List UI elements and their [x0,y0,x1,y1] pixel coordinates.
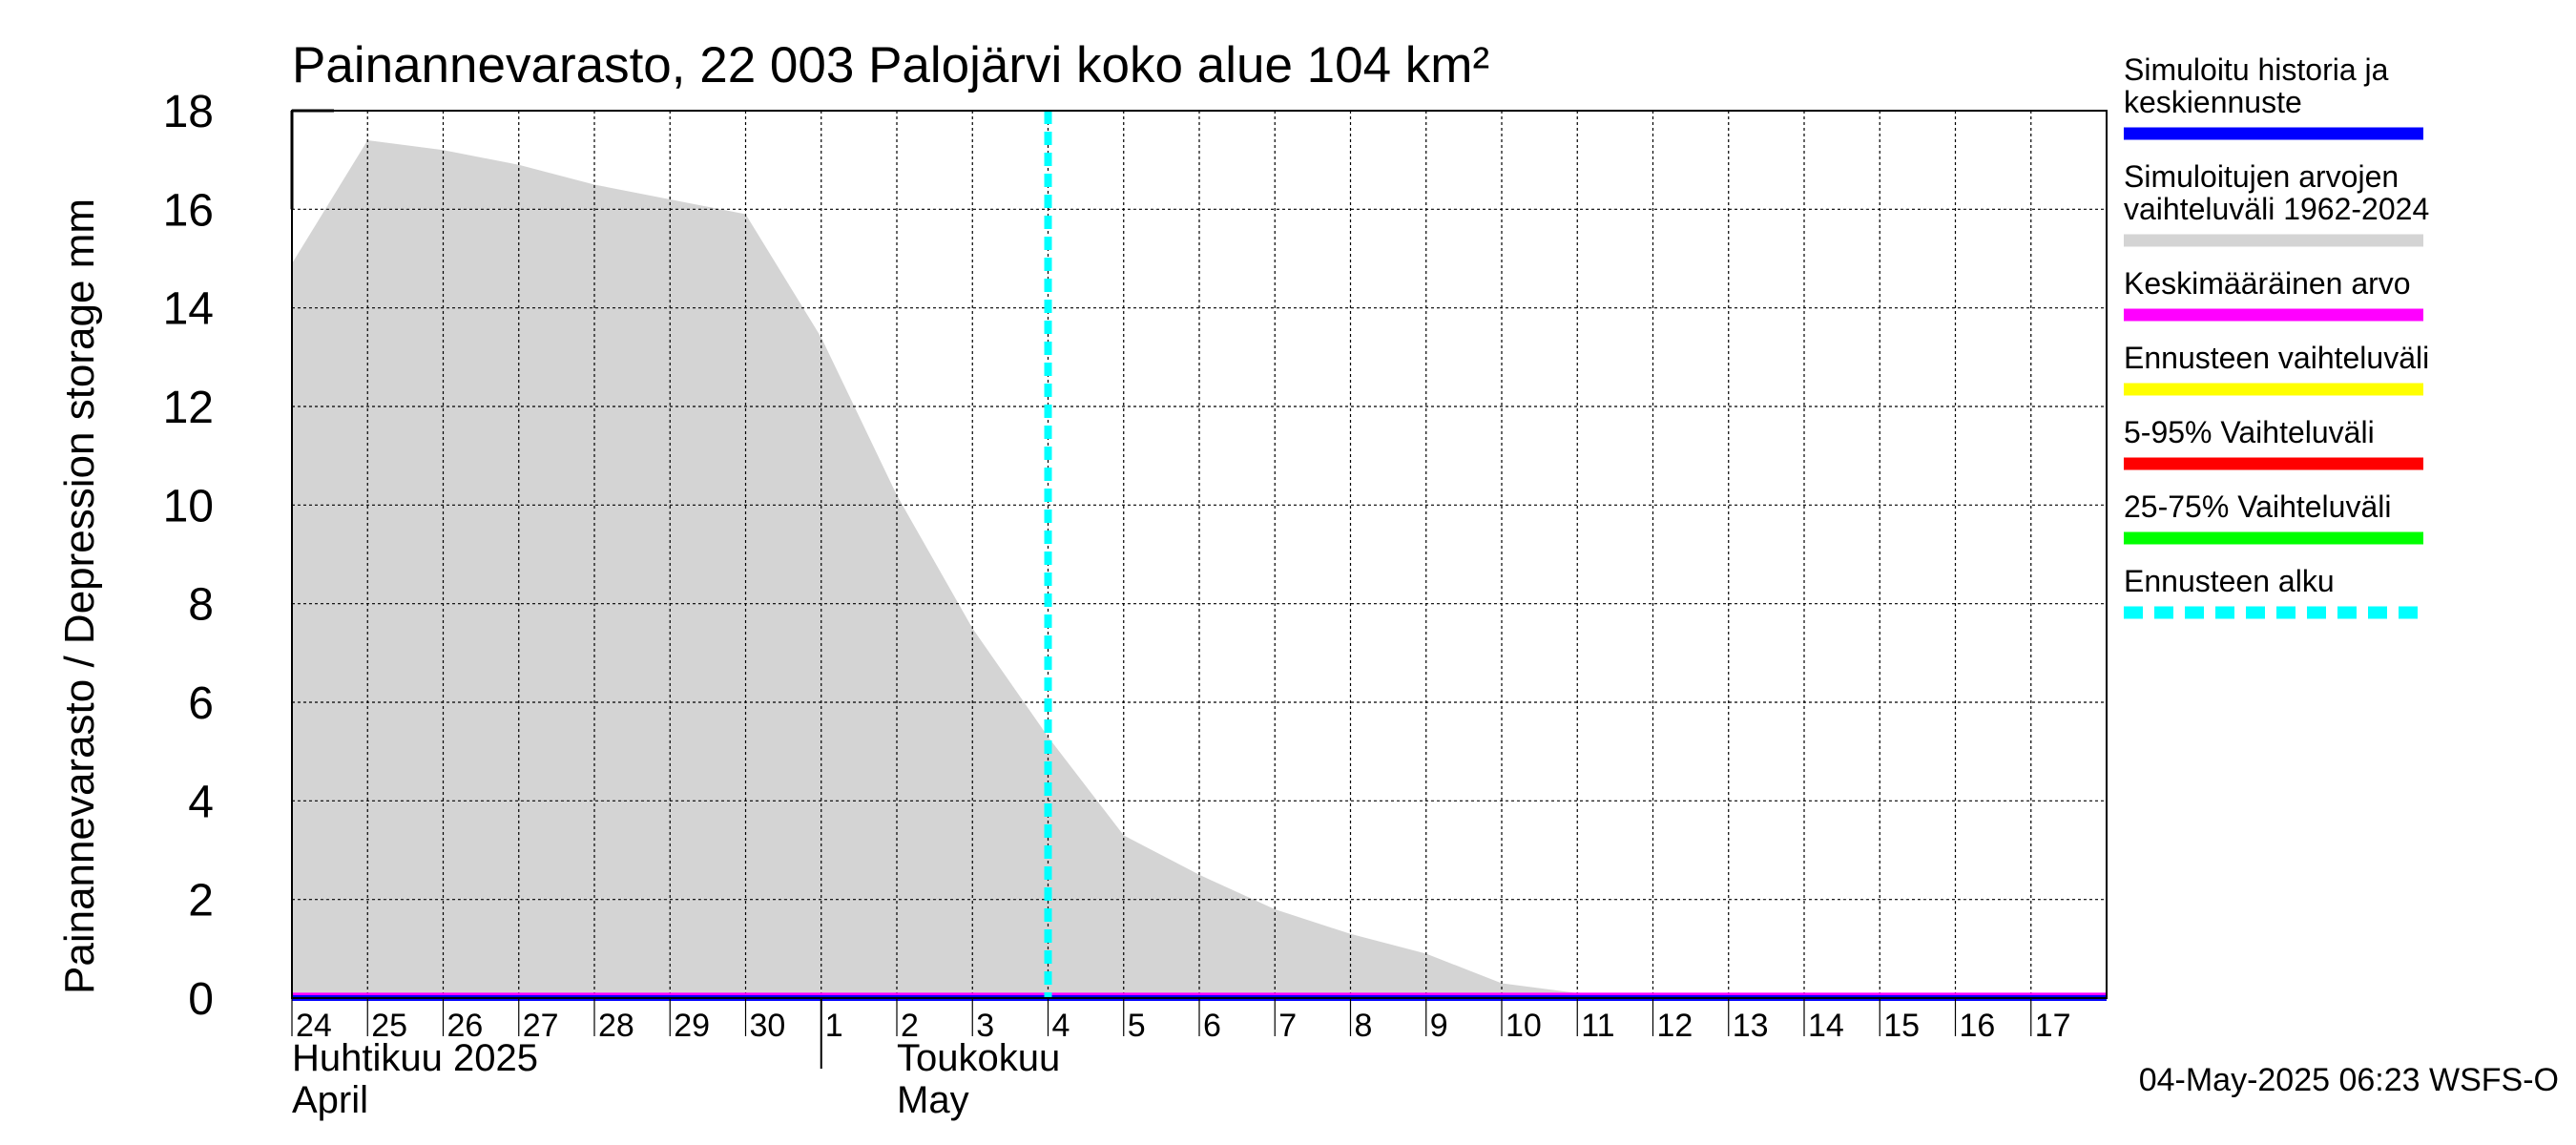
x-tick-label: 8 [1355,1008,1373,1044]
month-label-en: May [897,1079,969,1121]
x-tick-label: 15 [1883,1008,1920,1044]
x-tick-label: 16 [1960,1008,1996,1044]
x-tick-label: 13 [1733,1008,1769,1044]
legend-entry-label: Simuloitujen arvojen [2124,159,2399,194]
x-tick-label: 12 [1657,1008,1693,1044]
timestamp-footer: 04-May-2025 06:23 WSFS-O [2139,1062,2559,1098]
x-tick-label: 28 [598,1008,634,1044]
month-label: Toukokuu [897,1037,1060,1079]
x-tick-label: 4 [1052,1008,1070,1044]
legend-entry-label: Ennusteen alku [2124,564,2335,598]
y-tick-label: 8 [188,580,214,631]
month-label-en: April [292,1079,368,1121]
x-tick-label: 1 [825,1008,843,1044]
x-tick-label: 25 [371,1008,407,1044]
x-tick-label: 11 [1581,1008,1614,1044]
x-tick-label: 10 [1506,1008,1542,1044]
y-tick-label: 12 [163,383,214,433]
legend-entry-label: keskiennuste [2124,85,2302,119]
legend-entry-label: Simuloitu historia ja [2124,52,2389,87]
x-tick-label: 9 [1430,1008,1448,1044]
x-tick-label: 27 [523,1008,559,1044]
y-tick-label: 4 [188,777,214,827]
y-tick-label: 2 [188,876,214,926]
month-label: Huhtikuu 2025 [292,1037,538,1079]
x-tick-label: 14 [1808,1008,1844,1044]
y-tick-label: 6 [188,678,214,729]
x-tick-label: 7 [1278,1008,1297,1044]
x-tick-label: 26 [447,1008,484,1044]
legend-entry-label: 25-75% Vaihteluväli [2124,489,2391,524]
x-tick-label: 29 [674,1008,710,1044]
y-axis-label: Painannevarasto / Depression storage mm [56,198,103,994]
x-tick-label: 5 [1128,1008,1146,1044]
x-tick-label: 3 [976,1008,994,1044]
x-tick-label: 24 [296,1008,332,1044]
legend-entry-label: Keskimääräinen arvo [2124,266,2411,301]
x-tick-label: 2 [901,1008,919,1044]
y-tick-label: 10 [163,481,214,531]
x-tick-label: 30 [750,1008,786,1044]
chart-title: Painannevarasto, 22 003 Palojärvi koko a… [292,37,1489,94]
legend-entry-label: 5-95% Vaihteluväli [2124,415,2375,449]
legend-entry-label: vaihteluväli 1962-2024 [2124,192,2429,226]
y-tick-label: 0 [188,974,214,1025]
y-tick-label: 14 [163,284,214,335]
y-tick-label: 18 [163,87,214,137]
x-tick-label: 17 [2035,1008,2071,1044]
legend-entry-label: Ennusteen vaihteluväli [2124,341,2429,375]
x-tick-label: 6 [1203,1008,1221,1044]
y-tick-label: 16 [163,185,214,236]
simulated-range-band [292,140,2107,998]
